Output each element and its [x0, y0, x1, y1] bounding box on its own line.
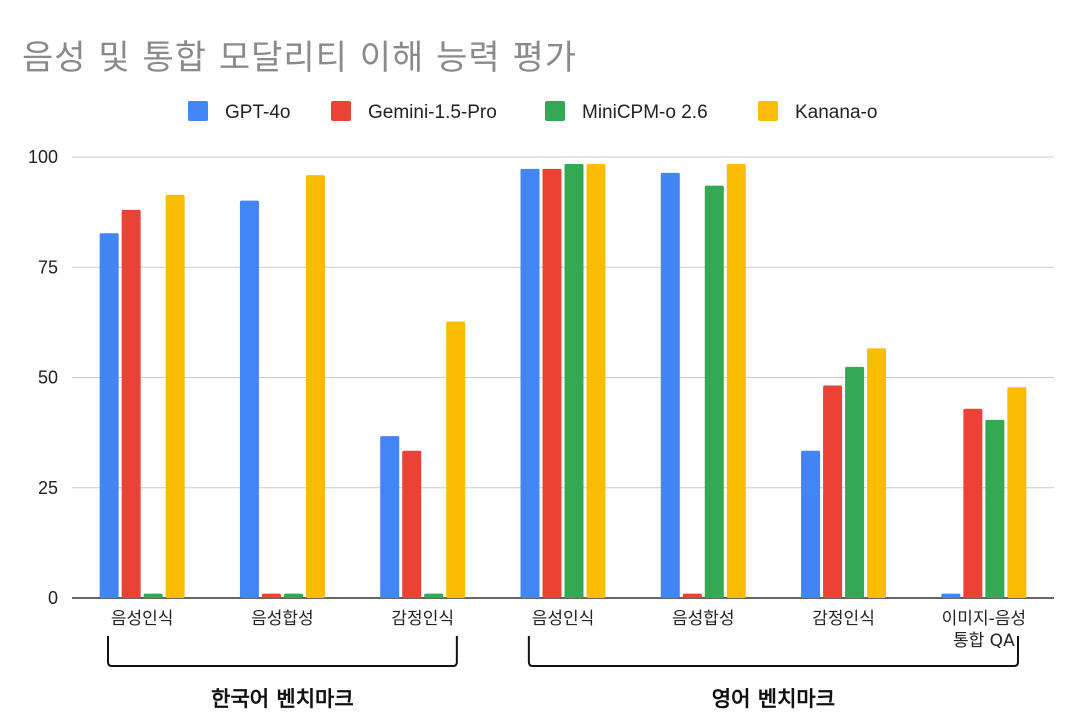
x-tick-label: 통합 QA: [953, 631, 1015, 651]
legend-swatch: [758, 101, 778, 121]
bar: [845, 366, 865, 598]
bar: [99, 233, 119, 598]
x-tick-label: 감정인식: [812, 609, 875, 629]
bar: [963, 408, 983, 598]
bar: [121, 209, 141, 599]
bar: [305, 175, 325, 598]
gridlines: [72, 156, 1054, 599]
y-tick-label: 50: [38, 368, 58, 388]
legend-swatch: [545, 101, 565, 121]
bar: [520, 168, 540, 599]
group-bracket: [107, 636, 458, 667]
y-axis: 0 25 50 75 100: [28, 147, 58, 608]
bars: [99, 164, 1027, 599]
bar: [586, 164, 606, 598]
legend-swatch: [188, 101, 208, 121]
bar: [801, 450, 821, 598]
x-tick-label: 이미지-음성: [942, 609, 1026, 629]
legend-label: Kanana-o: [795, 102, 877, 123]
bar: [542, 168, 562, 599]
bar: [380, 436, 400, 598]
legend-label: Gemini-1.5-Pro: [368, 102, 497, 123]
bar: [239, 200, 259, 598]
bar: [261, 593, 281, 598]
bar: [446, 321, 466, 598]
bar: [682, 593, 702, 598]
bar: [867, 348, 887, 598]
legend-swatch: [331, 101, 351, 121]
bar: [660, 172, 680, 598]
bar: [165, 194, 185, 598]
bar: [283, 593, 303, 598]
x-tick-label: 음성합성: [251, 609, 314, 629]
y-tick-label: 0: [48, 588, 58, 608]
x-tick-label: 음성인식: [532, 609, 595, 629]
x-tick-label: 감정인식: [391, 609, 454, 629]
x-tick-label: 음성합성: [672, 609, 735, 629]
bar: [704, 185, 724, 599]
bar: [1007, 387, 1027, 598]
group-brackets: 한국어 벤치마크 영어 벤치마크: [107, 636, 1019, 711]
bar: [823, 385, 843, 598]
y-tick-label: 25: [38, 478, 58, 498]
bar: [143, 593, 163, 598]
bar: [402, 450, 422, 598]
bar: [941, 593, 961, 598]
group-label: 영어 벤치마크: [712, 687, 835, 711]
group-label: 한국어 벤치마크: [211, 687, 354, 711]
chart-title: 음성 및 통합 모달리티 이해 능력 평가: [22, 38, 578, 78]
bar: [424, 593, 444, 598]
bar: [564, 164, 584, 598]
legend: GPT-4o Gemini-1.5-Pro MiniCPM-o 2.6 Kanana-…: [188, 101, 877, 123]
y-tick-label: 75: [38, 257, 58, 277]
legend-label: MiniCPM-o 2.6: [582, 102, 708, 123]
bar: [985, 419, 1005, 598]
legend-label: GPT-4o: [225, 102, 290, 123]
group-bracket: [527, 636, 1019, 667]
x-tick-label: 음성인식: [111, 609, 174, 629]
y-tick-label: 100: [28, 147, 58, 167]
bar: [726, 164, 746, 598]
